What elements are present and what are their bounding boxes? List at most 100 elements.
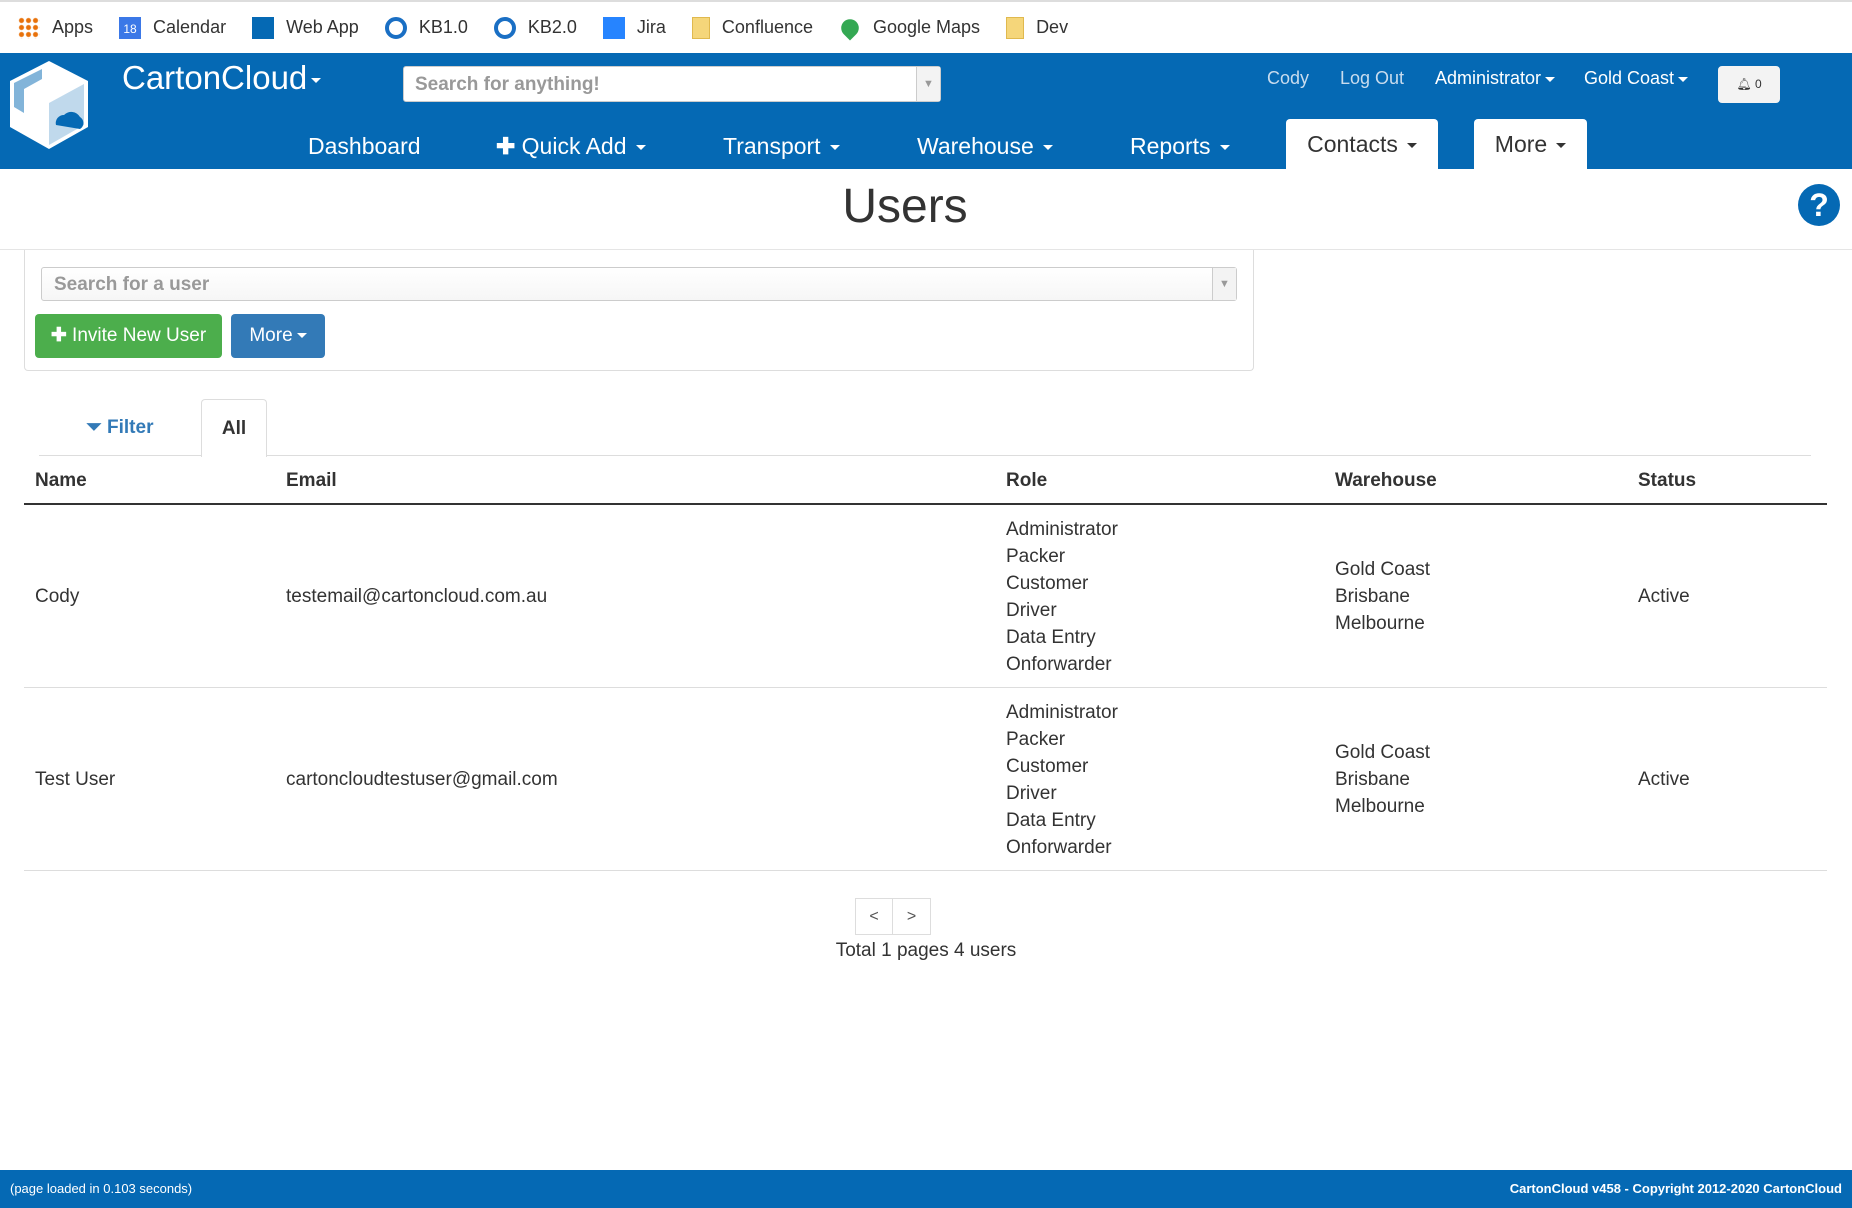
notification-count: 0	[1754, 77, 1762, 91]
dropdown-arrow-icon[interactable]: ▼	[916, 67, 940, 101]
warehouse-item: Gold Coast	[1335, 742, 1431, 763]
dropdown-arrow-icon[interactable]: ▼	[1212, 268, 1236, 300]
bookmark-label: KB2.0	[527, 17, 577, 37]
bookmark-kb2-0[interactable]: KB2.0	[493, 16, 577, 39]
cell-name: Test User	[35, 688, 115, 871]
user-search-input[interactable]: Search for a user ▼	[41, 267, 1237, 301]
caret-down-icon	[1406, 143, 1417, 149]
cell-email: testemail@cartoncloud.com.au	[286, 505, 547, 688]
button-label: Invite New User	[72, 325, 207, 346]
apps-grid-icon	[18, 16, 40, 39]
cell-roles: Administrator Packer Customer Driver Data En…	[1006, 505, 1118, 688]
plus-icon: ✚	[496, 133, 516, 159]
page-title: Users	[842, 180, 968, 233]
warehouse-item: Melbourne	[1335, 796, 1425, 817]
warehouse-item: Brisbane	[1335, 586, 1410, 607]
copyright: CartonCloud v458 - Copyright 2012-2020 C…	[1510, 1170, 1842, 1208]
bookmark-label: Apps	[52, 17, 94, 37]
search-panel	[24, 250, 1254, 371]
nav-contacts[interactable]: Contacts	[1286, 119, 1438, 169]
tab-label: Filter	[107, 417, 154, 438]
location-label: Gold Coast	[1584, 68, 1675, 88]
next-page-button[interactable]: >	[893, 898, 931, 935]
bookmark-calendar[interactable]: 18 Calendar	[119, 16, 226, 39]
tab-filter[interactable]: ⏷ Filter	[39, 399, 201, 456]
cartoncloud-icon	[252, 16, 275, 39]
column-header-role[interactable]: Role	[1006, 470, 1048, 491]
role-item: Data Entry	[1006, 626, 1096, 648]
status-badge: Active	[1638, 586, 1690, 607]
column-header-name[interactable]: Name	[35, 470, 87, 491]
more-button[interactable]: More	[231, 314, 325, 358]
role-item: Administrator	[1006, 701, 1118, 723]
nav-quick-add[interactable]: ✚ Quick Add	[496, 133, 646, 160]
status-badge: Active	[1638, 769, 1690, 790]
cell-status: Active	[1638, 688, 1690, 871]
nav-more[interactable]: More	[1474, 119, 1587, 169]
role-item: Driver	[1006, 599, 1057, 621]
user-link[interactable]: Cody	[1267, 68, 1310, 88]
bookmark-jira[interactable]: Jira	[602, 16, 666, 39]
role-item: Onforwarder	[1006, 836, 1112, 858]
prev-page-button[interactable]: <	[855, 898, 893, 935]
column-header-warehouse[interactable]: Warehouse	[1335, 470, 1437, 491]
bookmark-kb1-0[interactable]: KB1.0	[384, 16, 468, 39]
plus-icon: ✚	[50, 325, 67, 346]
caret-down-icon	[1678, 76, 1689, 82]
tabs: ⏷ Filter All	[39, 399, 1811, 457]
bookmark-web-app[interactable]: Web App	[252, 16, 359, 39]
bookmark-dev[interactable]: Dev	[1006, 16, 1069, 39]
caret-down-icon	[829, 145, 840, 151]
pagination: < >	[855, 898, 931, 935]
load-time: (page loaded in 0.103 seconds)	[10, 1181, 193, 1196]
bookmark-confluence[interactable]: Confluence	[691, 16, 813, 39]
header-divider	[24, 503, 1827, 505]
bookmark-label: Jira	[636, 17, 666, 37]
nav-reports[interactable]: Reports	[1130, 133, 1230, 160]
bookmark-label: KB1.0	[418, 17, 468, 37]
brand-menu[interactable]: CartonCloud	[122, 59, 322, 97]
warehouse-item: Gold Coast	[1335, 559, 1431, 580]
map-pin-icon	[837, 15, 863, 40]
caret-down-icon	[296, 333, 307, 339]
user-email: testemail@cartoncloud.com.au	[286, 586, 548, 607]
role-item: Packer	[1006, 545, 1066, 567]
cell-name: Cody	[35, 505, 79, 688]
folder-icon	[1006, 16, 1025, 39]
footer: (page loaded in 0.103 seconds) CartonClo…	[0, 1170, 1852, 1208]
bookmark-google-maps[interactable]: Google Maps	[837, 15, 980, 40]
role-label: Administrator	[1435, 68, 1542, 88]
role-item: Administrator	[1006, 518, 1118, 540]
nav-warehouse[interactable]: Warehouse	[917, 133, 1053, 160]
bell-icon: 🔔︎	[1736, 77, 1752, 91]
cell-roles: Administrator Packer Customer Driver Data En…	[1006, 688, 1118, 871]
tab-all[interactable]: All	[201, 399, 267, 457]
role-item: Customer	[1006, 572, 1089, 594]
table-row[interactable]: Cody testemail@cartoncloud.com.au Administ…	[24, 505, 1827, 688]
bookmark-apps[interactable]: Apps	[18, 16, 94, 39]
nav-dashboard[interactable]: Dashboard	[308, 133, 421, 160]
caret-down-icon	[1545, 76, 1556, 82]
role-dropdown[interactable]: Administrator	[1435, 68, 1556, 89]
global-search-input[interactable]: Search for anything! ▼	[403, 66, 941, 102]
column-header-status[interactable]: Status	[1638, 470, 1697, 491]
brand-name: CartonCloud	[122, 59, 308, 96]
copyright-brand: CartonCloud	[1763, 1181, 1842, 1196]
column-header-email[interactable]: Email	[286, 470, 337, 491]
notifications-button[interactable]: 🔔︎ 0	[1718, 66, 1780, 103]
pagination-total: Total 1 pages 4 users	[835, 940, 1017, 961]
logout-link[interactable]: Log Out	[1340, 68, 1405, 88]
kb-icon	[384, 16, 407, 39]
nav-transport[interactable]: Transport	[723, 133, 840, 160]
bookmark-label: Dev	[1036, 17, 1069, 37]
invite-new-user-button[interactable]: ✚ Invite New User	[35, 314, 222, 358]
user-name: Cody	[35, 586, 80, 607]
bookmark-label: Web App	[286, 17, 359, 37]
nav-label: Transport	[723, 133, 821, 159]
cell-email: cartoncloudtestuser@gmail.com	[286, 688, 558, 871]
location-dropdown[interactable]: Gold Coast	[1584, 68, 1689, 89]
help-icon[interactable]: ?	[1798, 184, 1840, 226]
cartoncloud-logo[interactable]	[6, 57, 92, 153]
table-row[interactable]: Test User cartoncloudtestuser@gmail.com Ad…	[24, 688, 1827, 871]
app-header: CartonCloud Search for anything! ▼ Cody L…	[0, 53, 1852, 169]
